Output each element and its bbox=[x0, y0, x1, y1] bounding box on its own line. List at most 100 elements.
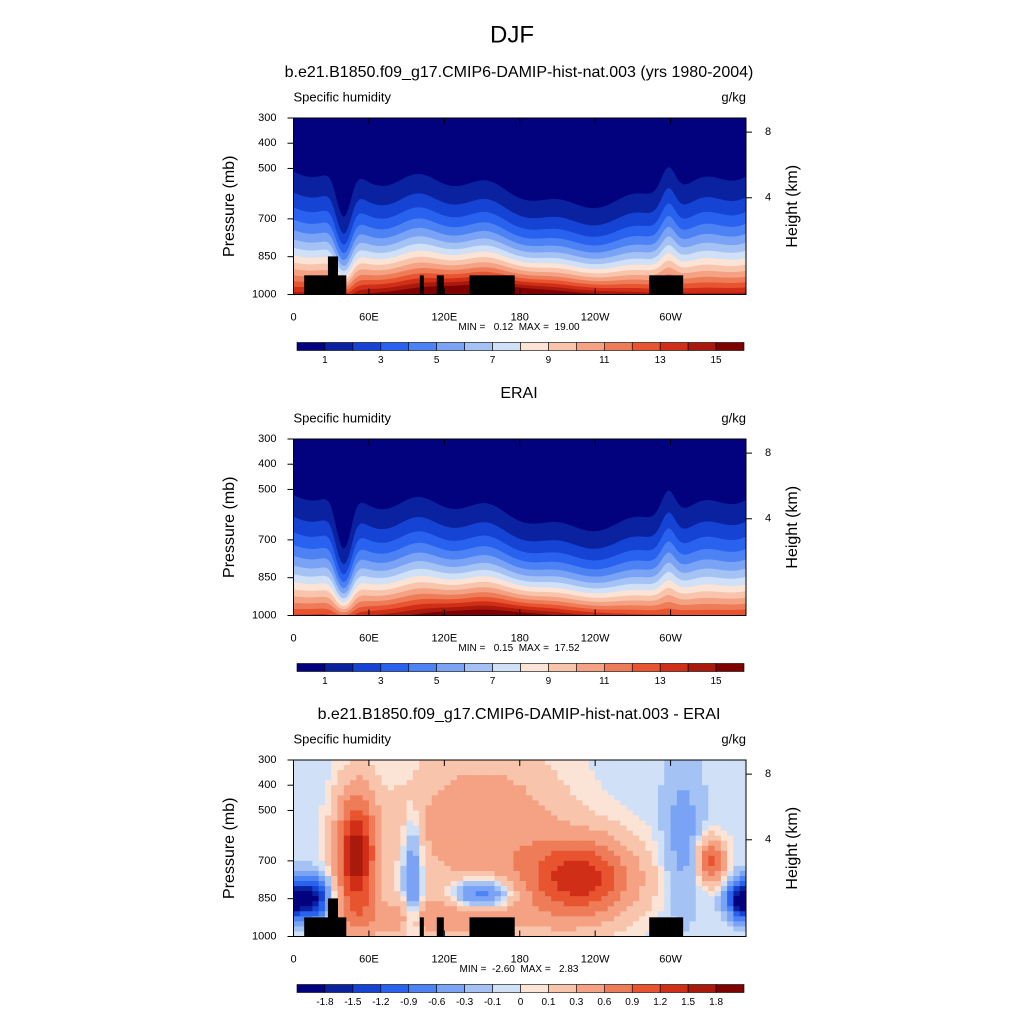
contour-cell bbox=[582, 850, 590, 857]
contour-cell bbox=[702, 850, 709, 857]
contour-cell bbox=[632, 931, 640, 937]
contour-cell bbox=[293, 881, 301, 887]
contour-cell bbox=[544, 810, 552, 817]
contour-cell bbox=[658, 805, 665, 812]
contour-cell bbox=[538, 800, 546, 806]
contour-cell bbox=[375, 881, 383, 887]
contour-cell bbox=[557, 815, 565, 822]
contour-cell bbox=[601, 921, 609, 928]
contour-cell bbox=[400, 785, 408, 791]
contour-cell bbox=[519, 845, 527, 852]
contour-cell bbox=[595, 845, 603, 852]
contour-cell bbox=[670, 770, 678, 776]
contour-cell bbox=[570, 886, 577, 892]
contour-cell bbox=[601, 901, 609, 907]
contour-cell bbox=[651, 881, 659, 887]
contour-cell bbox=[708, 916, 716, 922]
contour-cell bbox=[702, 775, 709, 781]
contour-cell bbox=[607, 795, 615, 801]
contour-cell bbox=[356, 800, 364, 806]
contour-cell bbox=[450, 891, 458, 897]
contour-cell bbox=[676, 860, 684, 867]
contour-cell bbox=[362, 760, 370, 766]
contour-cell bbox=[544, 790, 552, 796]
contour-cell bbox=[406, 916, 414, 922]
contour-cell bbox=[620, 865, 628, 872]
contour-cell bbox=[293, 921, 301, 928]
contour-cell bbox=[658, 855, 665, 862]
contour-cell bbox=[538, 845, 546, 852]
contour-cell bbox=[557, 916, 565, 922]
contour-cell bbox=[739, 865, 746, 872]
y-axis-label: Pressure (mb) bbox=[221, 156, 238, 257]
contour-cell bbox=[714, 931, 722, 937]
contour-cell bbox=[607, 850, 615, 857]
contour-cell bbox=[306, 800, 313, 806]
contour-cell bbox=[595, 911, 603, 917]
contour-cell bbox=[676, 891, 684, 897]
contour-cell bbox=[419, 850, 427, 857]
contour-cell bbox=[526, 921, 533, 928]
units-label: g/kg bbox=[721, 731, 746, 746]
contour-cell bbox=[651, 770, 659, 776]
contour-cell bbox=[507, 760, 515, 766]
contour-cell bbox=[695, 891, 703, 897]
contour-cell bbox=[312, 855, 320, 862]
contour-cell bbox=[582, 770, 590, 776]
contour-cell bbox=[645, 901, 653, 907]
y-tick-label: 300 bbox=[258, 112, 276, 124]
contour-cell bbox=[400, 926, 408, 933]
contour-cell bbox=[626, 770, 634, 776]
contour-cell bbox=[400, 891, 408, 897]
contour-cell bbox=[588, 810, 596, 817]
contour-cell bbox=[670, 825, 678, 832]
contour-cell bbox=[651, 820, 659, 827]
contour-cell bbox=[381, 886, 389, 892]
contour-cell bbox=[500, 805, 508, 812]
contour-cell bbox=[324, 855, 332, 862]
contour-cell bbox=[362, 785, 370, 791]
contour-cell bbox=[702, 881, 709, 887]
contour-cell bbox=[375, 911, 383, 917]
contour-cell bbox=[463, 760, 471, 766]
contour-cell bbox=[702, 800, 709, 806]
contour-cell bbox=[733, 860, 741, 867]
contour-cell bbox=[412, 800, 420, 806]
colorbar-box bbox=[687, 342, 717, 351]
contour-cell bbox=[381, 815, 389, 822]
contour-cell bbox=[557, 881, 565, 887]
contour-cell bbox=[720, 795, 728, 801]
contour-cell bbox=[676, 810, 684, 817]
contour-cell bbox=[683, 860, 691, 867]
contour-cell bbox=[425, 805, 433, 812]
contour-cell bbox=[614, 921, 621, 928]
contour-cell bbox=[683, 815, 691, 822]
contour-cell bbox=[381, 881, 389, 887]
contour-cell bbox=[356, 775, 364, 781]
contour-cell bbox=[563, 886, 571, 892]
contour-cell bbox=[708, 790, 716, 796]
contour-cell bbox=[488, 805, 496, 812]
contour-cell bbox=[714, 800, 722, 806]
contour-cell bbox=[708, 780, 716, 786]
contour-cell bbox=[626, 916, 634, 922]
contour-cell bbox=[532, 931, 540, 937]
contour-cell bbox=[519, 916, 527, 922]
contour-cell bbox=[343, 825, 351, 832]
contour-cell bbox=[601, 875, 609, 882]
contour-cell bbox=[632, 855, 640, 862]
contour-cell bbox=[620, 845, 628, 852]
contour-cell bbox=[733, 901, 741, 907]
contour-cell bbox=[614, 840, 621, 847]
contour-cell bbox=[538, 815, 546, 822]
contour-cell bbox=[482, 805, 489, 812]
contour-cell bbox=[500, 840, 508, 847]
contour-cell bbox=[714, 891, 722, 897]
contour-cell bbox=[456, 830, 464, 837]
contour-cell bbox=[727, 870, 735, 877]
contour-cell bbox=[588, 830, 596, 837]
contour-cell bbox=[689, 835, 697, 842]
colorbar-box bbox=[715, 663, 745, 672]
contour-cell bbox=[620, 870, 628, 877]
contour-cell bbox=[683, 785, 691, 791]
